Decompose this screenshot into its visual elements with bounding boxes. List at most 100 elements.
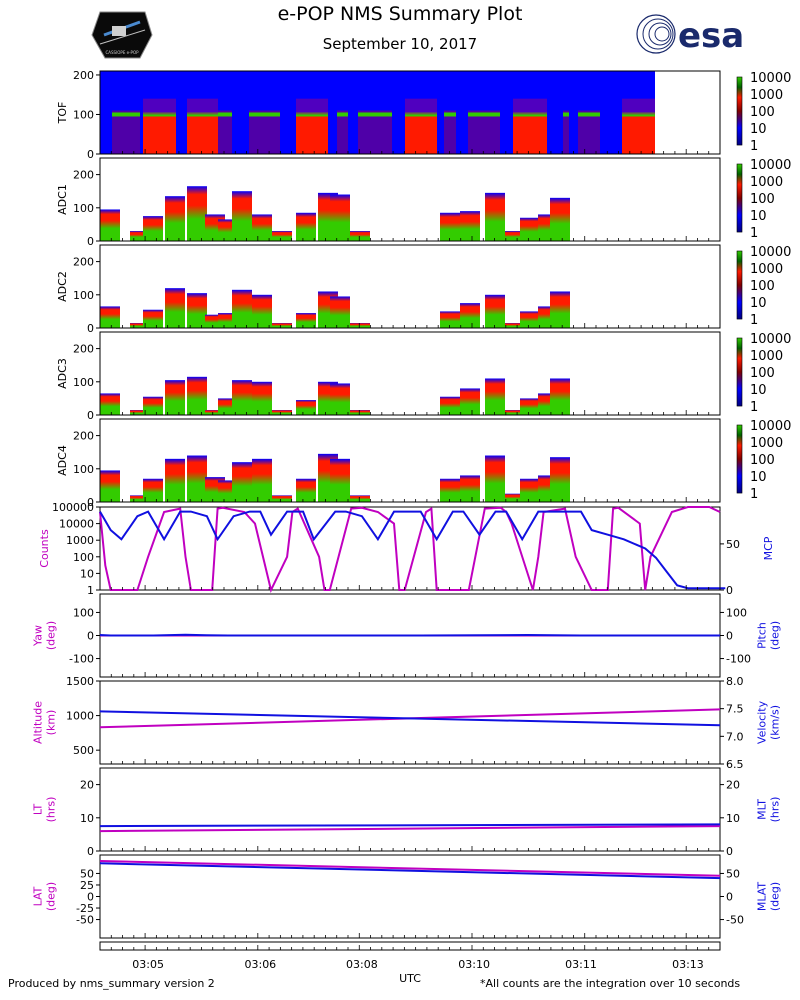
adc-bar xyxy=(100,393,120,415)
right-axis-label: Velocity(km/s) xyxy=(756,700,782,744)
y-tick-label: -25 xyxy=(76,902,94,915)
adc-bar xyxy=(187,293,207,328)
spec-frame xyxy=(99,331,721,416)
colorbar-label: 10 xyxy=(750,470,767,485)
adc-bar xyxy=(143,396,163,415)
right-axis-label: MLT(hrs) xyxy=(756,797,782,823)
y-tick-label: 0 xyxy=(726,891,733,904)
tof-red-block xyxy=(405,114,437,154)
adc-bar xyxy=(187,455,207,502)
y-tick-label: 100 xyxy=(73,551,94,564)
adc-bar xyxy=(143,478,163,502)
y-tick-label: -100 xyxy=(726,653,751,666)
colorbar-label: 10 xyxy=(750,122,767,137)
adc-bar xyxy=(440,212,460,241)
colorbar: 10000 1000 100 10 1 xyxy=(736,71,791,154)
adc-bar xyxy=(252,458,272,502)
adc-bar xyxy=(232,380,252,415)
colorbar: 10000 1000 100 10 1 xyxy=(736,419,791,502)
adc-bar xyxy=(100,470,120,502)
series-velocity xyxy=(99,710,721,727)
adc-bar xyxy=(460,211,480,241)
adc-bar xyxy=(330,296,350,328)
right-axis-label: Pitch(deg) xyxy=(756,621,782,650)
adc-bar xyxy=(550,291,570,328)
y-tick-label: 1000 xyxy=(66,534,94,547)
series-pitch xyxy=(99,633,720,637)
y-tick-label: 100 xyxy=(73,606,94,619)
adc-bar xyxy=(350,410,370,415)
y-tick-label: 200 xyxy=(73,69,94,82)
y-tick-label: 100 xyxy=(73,202,94,215)
adc-bar xyxy=(440,396,460,415)
colorbar-strip xyxy=(736,163,743,233)
y-tick-label: 20 xyxy=(726,779,740,792)
panel-frame xyxy=(99,506,721,591)
y-tick-label: 50 xyxy=(726,867,740,880)
tof-stripe xyxy=(622,98,655,115)
y-tick-label: 500 xyxy=(73,744,94,757)
spec-frame xyxy=(99,157,721,242)
footer-left: Produced by nms_summary version 2 xyxy=(8,977,215,990)
y-tick-label: 10 xyxy=(80,567,94,580)
adc-bar xyxy=(272,410,292,415)
y-tick-label: 10000 xyxy=(59,518,94,531)
colorbar-label: 1000 xyxy=(750,175,783,190)
adc-bar xyxy=(232,462,252,502)
tof-red-block xyxy=(143,114,176,154)
x-tick-label: 03:11 xyxy=(565,958,597,971)
series-mlt xyxy=(99,823,721,828)
colorbar-label: 1000 xyxy=(750,262,783,277)
left-axis-label: LT(hrs) xyxy=(32,797,58,823)
time-axis: 03:05 03:06 03:08 03:10 03:11 03:13 xyxy=(99,941,721,971)
tof-stripe xyxy=(468,110,500,154)
colorbar-label: 100 xyxy=(750,105,775,120)
colorbar-strip xyxy=(736,424,743,494)
tof-green-line xyxy=(218,112,232,117)
spec-ylabel: ADC4 xyxy=(56,445,69,476)
left-axis-label: Counts xyxy=(38,529,51,568)
colorbar-label: 100 xyxy=(750,279,775,294)
y-tick-label: 50 xyxy=(80,867,94,880)
adc-bar xyxy=(165,288,185,328)
tof-stripe xyxy=(143,98,176,115)
adc-bar xyxy=(550,378,570,415)
colorbar-label: 100 xyxy=(750,366,775,381)
adc-bar xyxy=(100,306,120,328)
y-tick-label: 0 xyxy=(87,148,94,161)
page-date: September 10, 2017 xyxy=(322,35,478,53)
colorbar-label: 1 xyxy=(750,487,758,502)
tof-stripe xyxy=(337,110,348,154)
y-tick-label: 1500 xyxy=(66,675,94,688)
y-tick-label: 200 xyxy=(73,169,94,182)
y-tick-label: 0 xyxy=(87,409,94,422)
adc-bar xyxy=(130,323,150,328)
adc-bar xyxy=(130,231,150,241)
spec-frame xyxy=(99,418,721,503)
colorbar: 10000 1000 100 10 1 xyxy=(736,158,791,241)
right-axis-label: MLAT(deg) xyxy=(756,882,782,912)
y-tick-label: 100 xyxy=(73,289,94,302)
tof-stripe xyxy=(187,98,218,115)
adc-bar xyxy=(187,186,207,241)
left-axis-label: Altitude(km) xyxy=(32,701,58,744)
y-tick-label: 100000 xyxy=(52,501,94,514)
colorbar-label: 100 xyxy=(750,453,775,468)
y-tick-label: -100 xyxy=(69,653,94,666)
y-tick-label: 100 xyxy=(73,108,94,121)
tof-red-block xyxy=(187,114,218,154)
spec-ylabel: ADC3 xyxy=(56,358,69,389)
adc-bar xyxy=(350,231,370,241)
tof-green-line xyxy=(358,112,392,117)
x-tick-label: 03:05 xyxy=(132,958,164,971)
adc-bar xyxy=(130,410,150,415)
y-tick-label: 200 xyxy=(73,430,94,443)
colorbar-label: 1000 xyxy=(750,349,783,364)
page-title: e-POP NMS Summary Plot xyxy=(277,3,523,25)
adc-bar xyxy=(296,478,316,502)
y-tick-label: 1 xyxy=(87,584,94,597)
